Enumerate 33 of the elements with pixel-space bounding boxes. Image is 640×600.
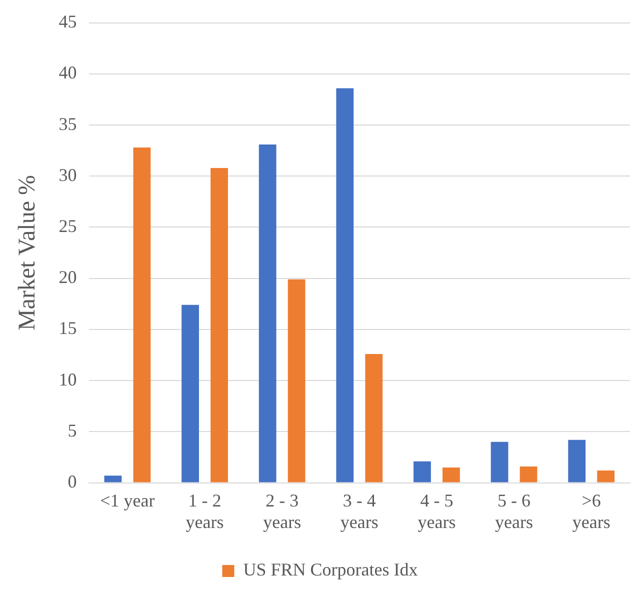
bar: [104, 476, 122, 482]
y-tick-label: 45: [58, 12, 77, 32]
x-tick-label: 2 - 3 years: [263, 490, 302, 532]
y-tick-label: 10: [58, 369, 77, 390]
y-tick-label: 30: [58, 164, 77, 185]
bar: [520, 466, 538, 482]
y-tick-label: 15: [58, 318, 77, 338]
x-tick-label: 4 - 5 years: [418, 490, 456, 532]
y-tick-label: 5: [68, 420, 77, 440]
x-tick-label: 1 - 2 years: [186, 490, 224, 532]
bar: [490, 442, 508, 482]
y-tick-label: 35: [58, 114, 77, 134]
bar: [258, 144, 276, 482]
bar: [182, 304, 199, 482]
x-tick-label: 5 - 6 years: [495, 490, 534, 532]
bar: [210, 168, 228, 482]
bar: [568, 440, 586, 482]
y-axis-title: Market Value %: [14, 175, 41, 331]
y-tick-label: 40: [58, 62, 77, 83]
bar: [414, 461, 431, 482]
y-tick-label: 0: [68, 472, 77, 492]
x-tick-label: >6 years: [572, 490, 610, 532]
bar: [336, 88, 354, 482]
bar: [365, 354, 383, 482]
bar: [597, 470, 615, 482]
x-tick-label: <1 year: [100, 490, 155, 510]
bar: [133, 148, 151, 482]
y-tick-label: 20: [58, 267, 77, 288]
legend-label: US FRN Corporates Idx: [243, 560, 418, 580]
x-tick-label: 3 - 4 years: [340, 490, 378, 532]
bar: [288, 279, 306, 482]
bar: [442, 467, 460, 482]
y-tick-label: 25: [58, 216, 77, 236]
